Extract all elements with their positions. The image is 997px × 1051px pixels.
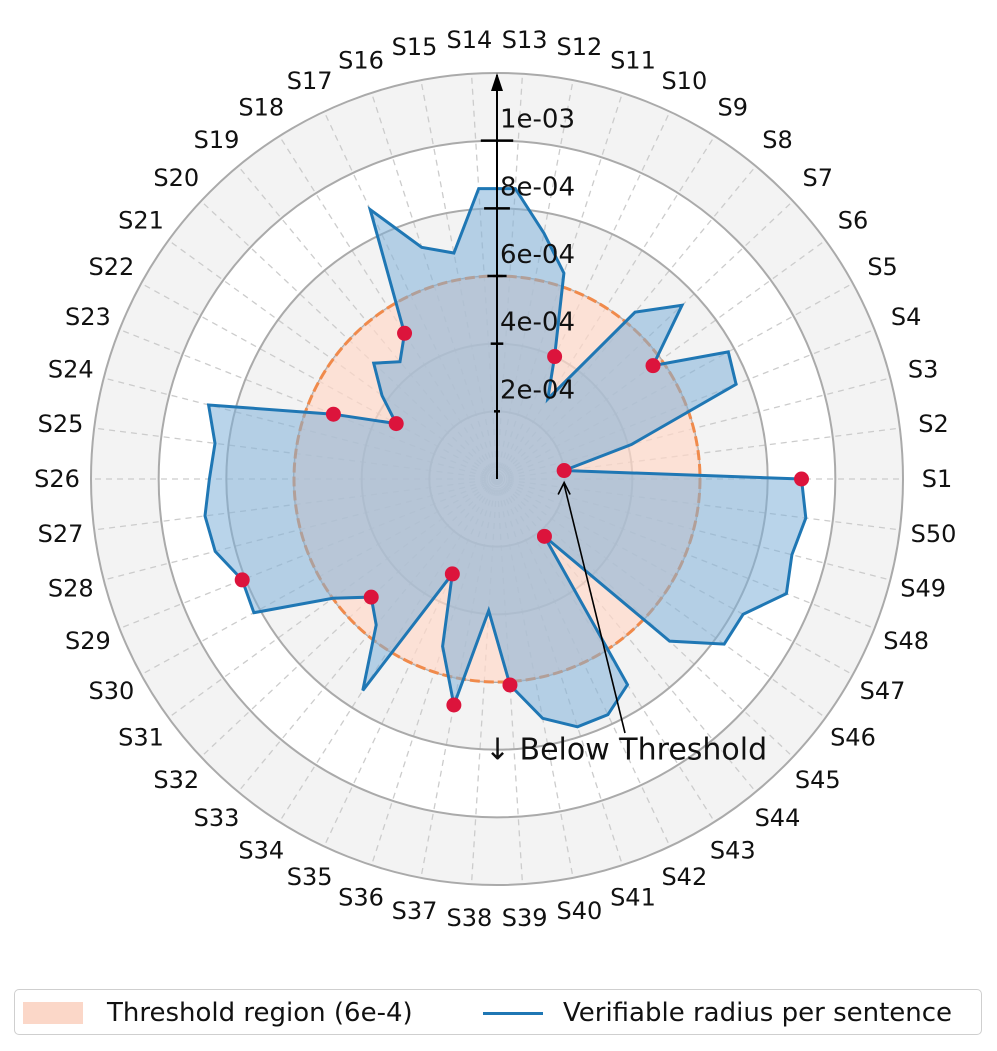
category-label-s17: S17 xyxy=(287,67,333,95)
annotation-label: ↓ Below Threshold xyxy=(485,733,767,768)
category-label-s22: S22 xyxy=(89,253,135,281)
legend: Threshold region (6e-4) Verifiable radiu… xyxy=(14,989,982,1035)
category-label-s38: S38 xyxy=(446,904,492,932)
marker-s39 xyxy=(502,677,518,693)
series-area xyxy=(203,187,808,729)
category-label-s27: S27 xyxy=(38,520,84,548)
category-label-s29: S29 xyxy=(65,627,111,655)
category-label-s34: S34 xyxy=(238,837,284,865)
marker-s29 xyxy=(234,572,250,588)
category-label-s20: S20 xyxy=(153,164,199,192)
category-label-s25: S25 xyxy=(38,410,84,438)
annotation: ↓ Below Threshold xyxy=(485,480,767,768)
series-fill xyxy=(205,188,806,727)
category-label-s26: S26 xyxy=(34,465,80,493)
category-label-s5: S5 xyxy=(867,253,898,281)
category-label-s32: S32 xyxy=(153,766,199,794)
marker-s6 xyxy=(645,358,661,374)
marker-s22 xyxy=(388,416,404,432)
below-threshold-markers xyxy=(234,325,809,713)
category-label-s14: S14 xyxy=(446,26,492,54)
category-label-s49: S49 xyxy=(900,574,946,602)
radial-tick-label: 8e-04 xyxy=(500,172,575,202)
radial-tick-label: 4e-04 xyxy=(500,308,575,338)
category-label-s2: S2 xyxy=(918,410,949,438)
category-label-s3: S3 xyxy=(908,356,939,384)
marker-s2 xyxy=(556,463,572,479)
category-label-s28: S28 xyxy=(48,574,94,602)
radial-axis: 2e-04 4e-04 6e-04 8e-04 1e-03 xyxy=(480,73,575,479)
category-label-s43: S43 xyxy=(710,837,756,865)
category-label-s16: S16 xyxy=(338,47,384,75)
marker-s10 xyxy=(547,349,563,365)
category-label-s23: S23 xyxy=(65,303,111,331)
legend-label-series: Verifiable radius per sentence xyxy=(563,998,953,1028)
category-label-s9: S9 xyxy=(718,93,749,121)
radial-tick-label: 2e-04 xyxy=(500,375,575,405)
series-swatch xyxy=(483,1011,543,1015)
category-label-s33: S33 xyxy=(194,804,240,832)
category-label-s47: S47 xyxy=(860,677,906,705)
category-label-s8: S8 xyxy=(762,126,793,154)
annotation-arrow xyxy=(563,484,626,734)
category-label-s35: S35 xyxy=(287,863,333,891)
category-label-s7: S7 xyxy=(802,164,833,192)
category-label-s13: S13 xyxy=(502,26,548,54)
radial-axis-arrow xyxy=(491,73,503,91)
category-label-s40: S40 xyxy=(557,897,603,925)
category-label-s15: S15 xyxy=(392,33,438,61)
legend-label-threshold: Threshold region (6e-4) xyxy=(107,998,413,1028)
category-label-s37: S37 xyxy=(392,897,438,925)
category-label-s50: S50 xyxy=(911,520,957,548)
annotation-arrowhead xyxy=(557,480,571,495)
marker-s35 xyxy=(444,566,460,582)
category-label-s44: S44 xyxy=(755,804,801,832)
category-label-s39: S39 xyxy=(502,904,548,932)
legend-item-threshold: Threshold region (6e-4) xyxy=(23,998,413,1028)
category-label-s12: S12 xyxy=(557,33,603,61)
marker-s44 xyxy=(536,528,552,544)
category-label-s48: S48 xyxy=(883,627,929,655)
legend-item-series: Verifiable radius per sentence xyxy=(483,998,952,1028)
category-label-s31: S31 xyxy=(118,724,164,752)
category-label-s30: S30 xyxy=(89,677,135,705)
category-label-s18: S18 xyxy=(238,93,284,121)
category-label-s46: S46 xyxy=(830,724,876,752)
category-label-s11: S11 xyxy=(610,47,656,75)
marker-s1 xyxy=(794,471,809,487)
radial-tick-label: 1e-03 xyxy=(500,105,575,135)
radial-tick-label: 6e-04 xyxy=(500,240,575,270)
threshold-swatch xyxy=(23,1002,83,1024)
marker-s32 xyxy=(363,589,379,605)
category-label-s45: S45 xyxy=(795,766,841,794)
marker-s37 xyxy=(446,697,462,713)
category-label-s21: S21 xyxy=(118,206,164,234)
category-label-s42: S42 xyxy=(661,863,707,891)
series-line xyxy=(203,187,808,729)
category-label-s19: S19 xyxy=(194,126,240,154)
marker-s18 xyxy=(397,325,413,341)
category-label-s24: S24 xyxy=(48,356,94,384)
category-label-s36: S36 xyxy=(338,883,384,911)
category-label-s1: S1 xyxy=(922,465,953,493)
category-label-s6: S6 xyxy=(838,206,869,234)
category-label-s10: S10 xyxy=(661,67,707,95)
category-label-s4: S4 xyxy=(891,303,922,331)
category-labels: S1S2S3S4S5S6S7S8S9S10S11S12S13S14S15S16S… xyxy=(34,26,956,932)
category-label-s41: S41 xyxy=(610,883,656,911)
marker-s23 xyxy=(325,406,341,422)
